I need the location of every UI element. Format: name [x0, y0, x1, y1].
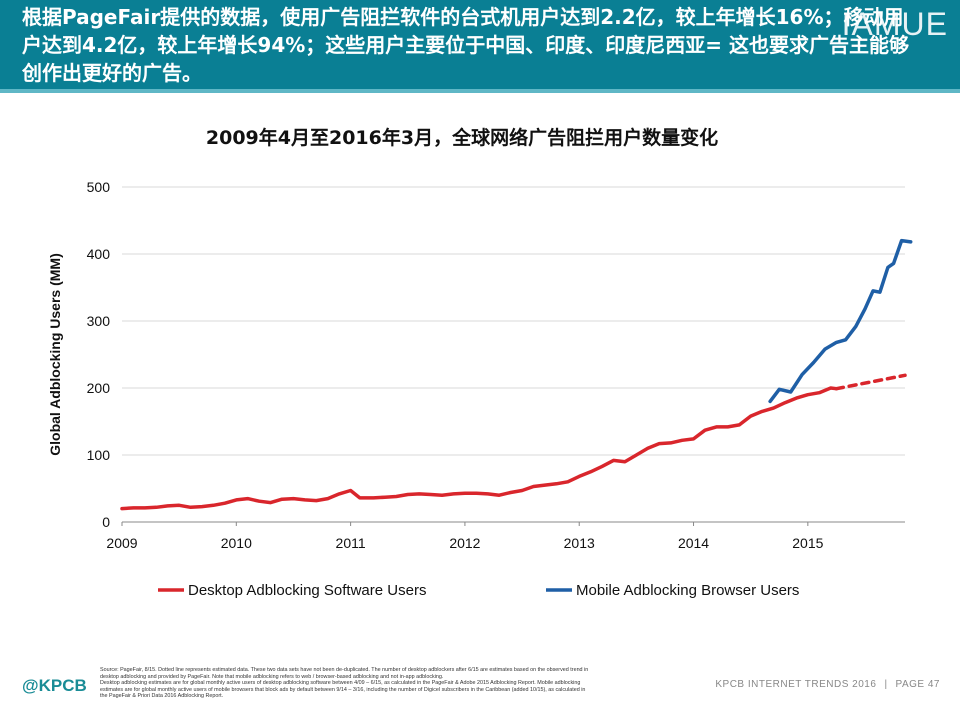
y-tick-label: 300: [87, 313, 111, 329]
x-tick-label: 2013: [564, 535, 595, 551]
x-tick-label: 2010: [221, 535, 252, 551]
source-line: the PageFair & Priori Data 2016 Adblocki…: [100, 693, 224, 700]
y-axis-label: Global Adblocking Users (MM): [47, 253, 63, 456]
source-line: Source: PageFair, 8/15. Dotted line repr…: [100, 667, 589, 673]
footer-separator: |: [884, 679, 888, 690]
x-tick-label: 2014: [678, 535, 709, 551]
series-line-1: [834, 373, 907, 391]
x-tick-label: 2012: [449, 535, 480, 551]
brand-mark: IAMUE: [841, 6, 948, 42]
source-line: estimates are for global monthly active …: [100, 686, 586, 693]
kpcb-logo: @KPCB: [22, 676, 87, 695]
x-tick-label: 2009: [106, 535, 137, 551]
x-tick-label: 2015: [792, 535, 823, 551]
series-line-2: [768, 238, 913, 404]
y-tick-label: 100: [87, 447, 111, 463]
y-tick-label: 0: [102, 514, 110, 530]
adblocking-chart: 2009年4月至2016年3月，全球网络广告阻拦用户数量变化 Global Adb…: [47, 126, 913, 599]
y-tick-label: 400: [87, 246, 111, 262]
source-line: desktop adblocking and provided by PageF…: [100, 673, 444, 680]
series-line-0: [120, 386, 839, 511]
header-banner: 根据PageFair提供的数据，使用广告阻拦软件的台式机用户达到2.2亿，较上年…: [0, 0, 960, 93]
y-tick-label: 500: [87, 179, 111, 195]
x-tick-label: 2011: [336, 535, 366, 551]
header-text: 根据PageFair提供的数据，使用广告阻拦软件的台式机用户达到2.2亿，较上年…: [22, 5, 910, 85]
source-line: Desktop adblocking estimates are for glo…: [100, 680, 581, 687]
legend-label: Desktop Adblocking Software Users: [188, 582, 426, 599]
y-tick-label: 200: [87, 380, 111, 396]
source-note: Source: PageFair, 8/15. Dotted line repr…: [100, 667, 710, 700]
footer-page-info: KPCB INTERNET TRENDS 2016 | PAGE 47: [715, 679, 940, 690]
legend-label: Mobile Adblocking Browser Users: [576, 582, 799, 599]
chart-title: 2009年4月至2016年3月，全球网络广告阻拦用户数量变化: [206, 126, 718, 149]
trends-label: KPCB INTERNET TRENDS 2016: [715, 679, 877, 690]
page-number: PAGE 47: [895, 679, 940, 690]
